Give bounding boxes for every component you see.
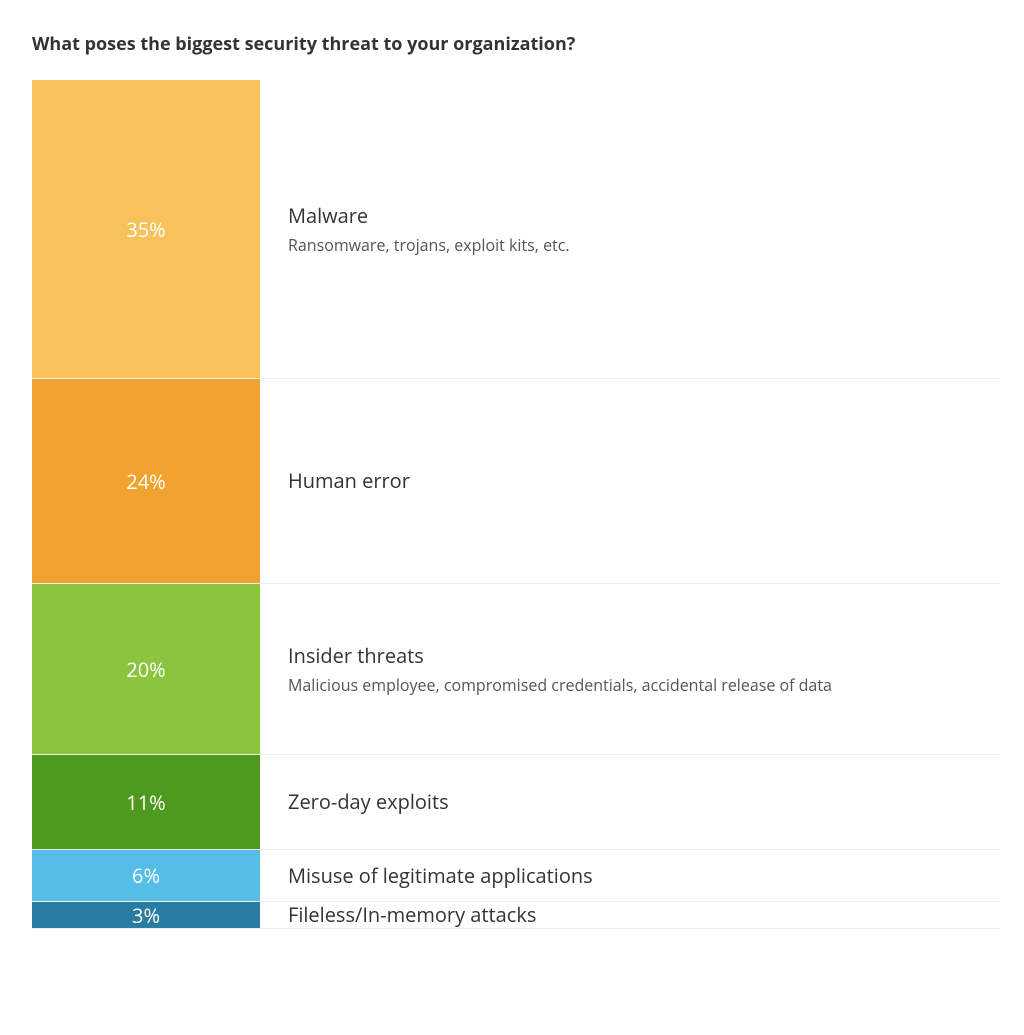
chart-row: 24% Human error	[32, 379, 1000, 584]
bar-segment: 11%	[32, 755, 260, 849]
bar-percent-label: 24%	[126, 468, 165, 495]
bar-segment: 6%	[32, 850, 260, 901]
row-label: Misuse of legitimate applications	[288, 863, 988, 889]
bar-percent-label: 6%	[132, 862, 160, 889]
chart-rows: 35% Malware Ransomware, trojans, exploit…	[32, 80, 1000, 929]
bar-percent-label: 20%	[126, 656, 165, 683]
bar-segment: 35%	[32, 80, 260, 378]
chart-title: What poses the biggest security threat t…	[32, 32, 1000, 56]
row-label-cell: Insider threats Malicious employee, comp…	[260, 643, 1000, 696]
row-label: Malware	[288, 203, 988, 229]
row-sublabel: Ransomware, trojans, exploit kits, etc.	[288, 235, 988, 256]
chart-row: 11% Zero-day exploits	[32, 755, 1000, 850]
bar-percent-label: 11%	[126, 789, 165, 816]
bar-segment: 3%	[32, 902, 260, 928]
row-label-cell: Malware Ransomware, trojans, exploit kit…	[260, 203, 1000, 256]
row-label-cell: Human error	[260, 468, 1000, 494]
bar-percent-label: 3%	[132, 902, 160, 929]
bar-segment: 20%	[32, 584, 260, 754]
bar-percent-label: 35%	[126, 216, 165, 243]
row-sublabel: Malicious employee, compromised credenti…	[288, 675, 988, 696]
row-label-cell: Fileless/In-memory attacks	[260, 902, 1000, 928]
row-label-cell: Zero-day exploits	[260, 789, 1000, 815]
chart-row: 35% Malware Ransomware, trojans, exploit…	[32, 80, 1000, 379]
row-label: Zero-day exploits	[288, 789, 988, 815]
security-threat-chart: What poses the biggest security threat t…	[0, 0, 1024, 953]
bar-segment: 24%	[32, 379, 260, 583]
row-label: Human error	[288, 468, 988, 494]
chart-row: 6% Misuse of legitimate applications	[32, 850, 1000, 902]
row-label-cell: Misuse of legitimate applications	[260, 863, 1000, 889]
row-label: Fileless/In-memory attacks	[288, 902, 988, 928]
chart-row: 3% Fileless/In-memory attacks	[32, 902, 1000, 929]
row-label: Insider threats	[288, 643, 988, 669]
chart-row: 20% Insider threats Malicious employee, …	[32, 584, 1000, 755]
